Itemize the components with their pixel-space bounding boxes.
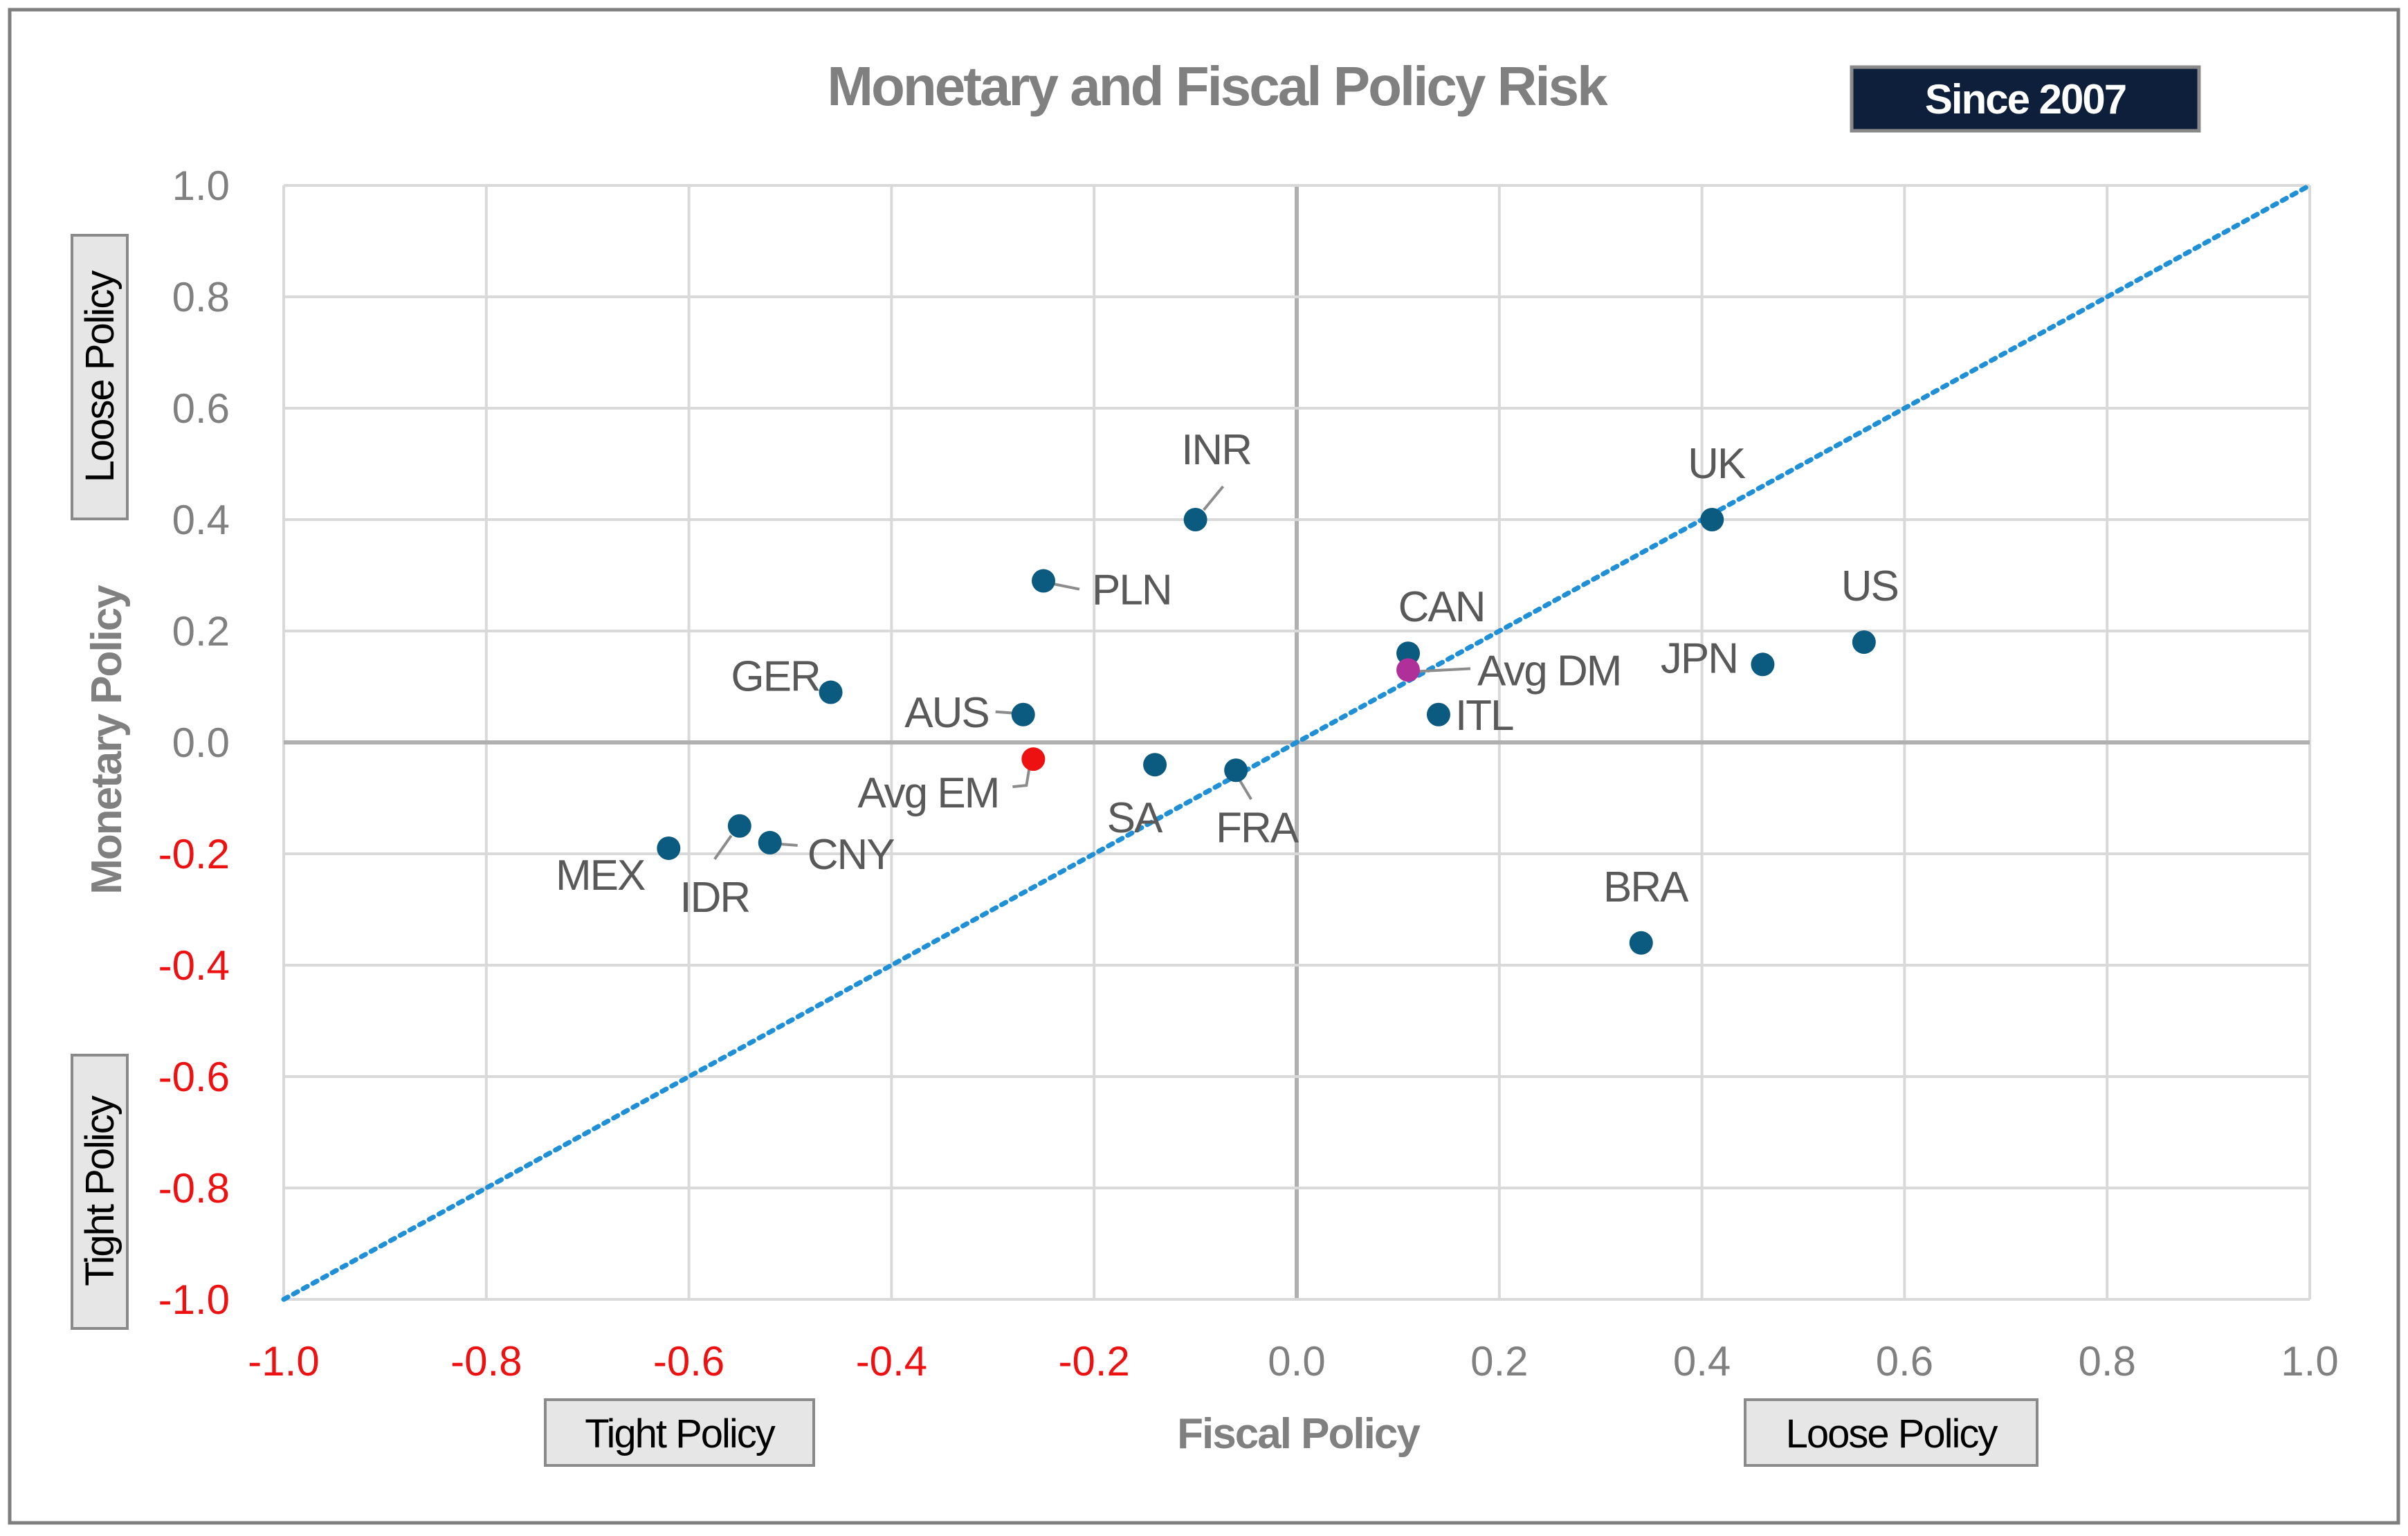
leader-line xyxy=(1203,485,1225,511)
leader-line xyxy=(713,834,733,860)
leader-lines xyxy=(713,485,1471,860)
leader-line xyxy=(779,842,798,847)
data-label: FRA xyxy=(1216,804,1299,852)
chart-border xyxy=(8,8,2400,1525)
x-tick-label: -0.6 xyxy=(653,1338,724,1384)
data-point xyxy=(758,830,782,854)
x-tick-label: 1.0 xyxy=(2281,1338,2338,1384)
x-axis-title: Fiscal Policy xyxy=(1177,1410,1421,1458)
data-label: UK xyxy=(1688,440,1746,488)
data-label: CAN xyxy=(1398,583,1485,631)
leader-line xyxy=(1237,778,1252,801)
y-tick-label: -0.2 xyxy=(158,831,230,877)
data-label: US xyxy=(1841,563,1898,610)
y-tick-label: 0.6 xyxy=(172,385,230,432)
data-point xyxy=(1852,630,1876,655)
data-label: MEX xyxy=(556,852,646,899)
y-tick-label: -0.4 xyxy=(158,942,230,989)
data-label: PLN xyxy=(1092,567,1171,614)
x-tick-label: 0.0 xyxy=(1268,1338,1325,1384)
since-badge: Since 2007 xyxy=(1850,65,2201,133)
data-point xyxy=(1396,641,1421,666)
data-point xyxy=(657,836,681,860)
y-axis-title: Monetary Policy xyxy=(83,585,131,895)
since-badge-box xyxy=(1850,65,2201,133)
data-point xyxy=(819,680,843,704)
y-tight-policy-box: Tight Policy xyxy=(71,1054,129,1330)
x-tick-label: 0.2 xyxy=(1470,1338,1528,1384)
data-label: INR xyxy=(1181,426,1251,474)
y-tick-label: 0.8 xyxy=(172,274,230,320)
data-label: AUS xyxy=(904,689,988,737)
tick-labels: 1.0 0.8 0.6 0.4 0.2 0.0 -0.2 -0.4 -0.6 -0.8 -1.0 -1… xyxy=(158,163,2339,1384)
x-loose-policy-box: Loose Policy xyxy=(1744,1398,2038,1467)
data-point xyxy=(1011,702,1035,726)
y-tick-label: 0.4 xyxy=(172,497,230,543)
data-point xyxy=(1396,658,1421,682)
x-tick-label: 0.8 xyxy=(2078,1338,2135,1384)
data-label: Avg EM xyxy=(857,769,998,817)
y-tick-label: -0.8 xyxy=(158,1165,230,1212)
x-tick-label: -0.2 xyxy=(1059,1338,1130,1384)
data-label: IDR xyxy=(679,874,749,922)
data-point xyxy=(727,814,751,838)
data-point xyxy=(1183,508,1207,531)
y-tight-policy-box-bg xyxy=(71,1054,129,1330)
y-tick-label: -0.6 xyxy=(158,1054,230,1100)
y-tick-label: -1.0 xyxy=(158,1277,230,1323)
data-point xyxy=(1700,508,1724,531)
data-point xyxy=(1143,753,1167,777)
data-point xyxy=(1751,652,1775,677)
y-tick-label: 0.0 xyxy=(172,720,230,766)
x-loose-policy-label: Loose Policy xyxy=(1786,1411,1998,1456)
data-point xyxy=(1629,931,1653,955)
x-tight-policy-box: Tight Policy xyxy=(544,1398,815,1467)
y-tight-policy-label: Tight Policy xyxy=(77,1095,122,1286)
grid xyxy=(282,184,2311,1301)
data-label: SA xyxy=(1107,794,1163,842)
leader-line xyxy=(1012,768,1031,789)
x-loose-policy-box-bg xyxy=(1744,1398,2038,1467)
y-tick-label: 1.0 xyxy=(172,163,230,209)
leader-line xyxy=(1417,667,1471,673)
y-loose-policy-label: Loose Policy xyxy=(77,271,122,483)
y-loose-policy-box-bg xyxy=(71,234,129,520)
data-points xyxy=(657,508,1876,955)
x-tick-label: 0.4 xyxy=(1673,1338,1731,1384)
x-tight-policy-label: Tight Policy xyxy=(585,1411,776,1456)
y-tick-label: 0.2 xyxy=(172,608,230,655)
x-tight-policy-box-bg xyxy=(544,1398,815,1467)
data-point xyxy=(1021,747,1046,771)
x-tick-label: -0.8 xyxy=(450,1338,522,1384)
leader-line xyxy=(1051,582,1080,591)
data-label: GER xyxy=(731,653,819,701)
point-labels: INR UK PLN US CAN JPN Avg DM GER ITL AUS Avg EM SA F… xyxy=(556,426,1899,922)
y-loose-policy-box: Loose Policy xyxy=(71,234,129,520)
x-tick-label: -1.0 xyxy=(248,1338,319,1384)
reference-line-layer xyxy=(281,183,2313,1302)
reference-line xyxy=(281,183,2313,1302)
data-point xyxy=(1224,758,1248,783)
chart-title: Monetary and Fiscal Policy Risk xyxy=(827,55,1608,117)
data-point xyxy=(1426,702,1450,726)
data-label: CNY xyxy=(808,831,895,879)
x-tick-label: 0.6 xyxy=(1876,1338,1933,1384)
data-point xyxy=(1032,569,1055,593)
data-label: BRA xyxy=(1603,863,1689,911)
data-label: JPN xyxy=(1661,634,1737,682)
since-badge-text: Since 2007 xyxy=(1925,76,2126,122)
x-tick-label: -0.4 xyxy=(856,1338,927,1384)
data-label: ITL xyxy=(1455,692,1513,740)
data-label: Avg DM xyxy=(1477,647,1621,695)
